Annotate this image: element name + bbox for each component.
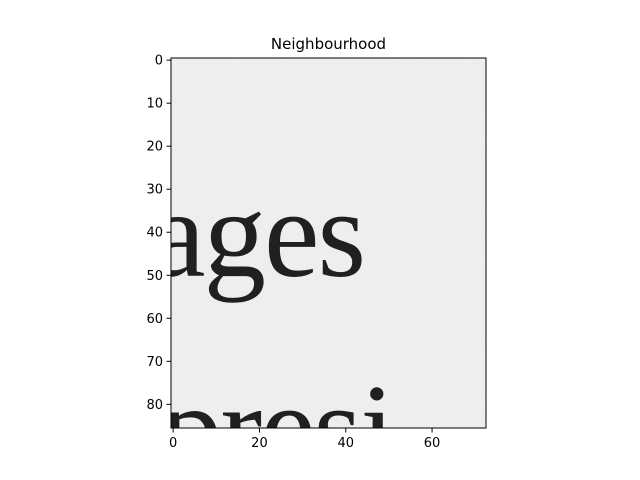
image-texture [171,58,486,428]
y-tick-label: 0 [155,54,163,69]
y-tick-label: 80 [146,398,163,413]
image-word-presi: presi [160,360,393,480]
y-tick-label: 40 [146,226,163,241]
x-tick-label: 40 [337,436,354,451]
image-word-ages: ages [150,166,364,304]
x-axis: 0 20 40 60 [169,428,440,451]
x-tick-label: 0 [169,436,177,451]
heatmap-image: ages presi [150,58,486,480]
y-tick-label: 10 [146,97,163,112]
x-tick-label: 20 [251,436,268,451]
chart-title: Neighbourhood [271,35,386,53]
y-tick-label: 60 [146,312,163,327]
y-tick-label: 30 [146,183,163,198]
y-tick-label: 20 [146,140,163,155]
y-tick-label: 50 [146,269,163,284]
x-tick-label: 60 [424,436,441,451]
y-tick-label: 70 [146,355,163,370]
plot-frame [170,57,487,429]
y-axis: 0 10 20 30 40 50 60 70 80 [146,54,171,413]
